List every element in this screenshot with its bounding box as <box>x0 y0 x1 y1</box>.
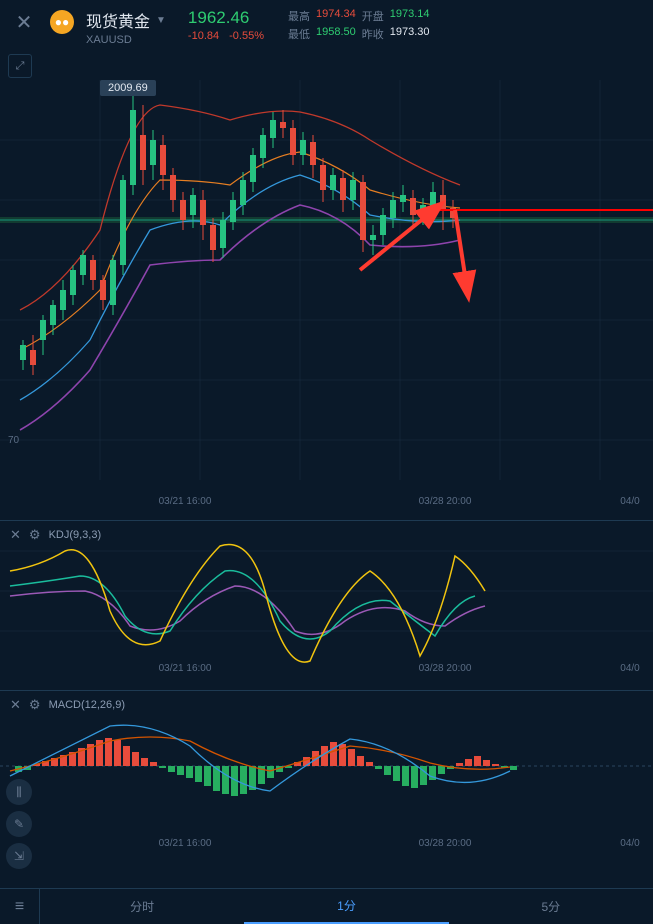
macd-chart[interactable]: ✕ ⚙ MACD(12,26,9) 03/21 16:00 03/28 20:00… <box>0 690 653 850</box>
y-marker: 70 <box>8 435 19 446</box>
close-button[interactable]: ✕ <box>10 8 38 36</box>
macd-settings-icon[interactable]: ⚙ <box>29 697 41 713</box>
instrument-code: XAUUSD <box>86 34 166 46</box>
fullscreen-button[interactable]: ⤢ <box>8 54 32 78</box>
stat-open: 1973.14 <box>390 8 430 24</box>
stat-low-label: 最低 <box>288 26 310 42</box>
svg-text:04/0: 04/0 <box>620 663 640 674</box>
timeframe-tab[interactable]: 分时 <box>40 889 244 924</box>
kdj-settings-icon[interactable]: ⚙ <box>29 527 41 543</box>
price-tag: 2009.69 <box>100 80 156 96</box>
stat-low: 1958.50 <box>316 26 356 42</box>
svg-text:03/21 16:00: 03/21 16:00 <box>159 838 212 849</box>
stat-prev-label: 昨收 <box>362 26 384 42</box>
instrument-title[interactable]: 现货黄金 <box>86 8 150 32</box>
timeframe-tab[interactable]: 1分 <box>244 889 448 924</box>
svg-text:03/28 20:00: 03/28 20:00 <box>419 663 472 674</box>
macd-close[interactable]: ✕ <box>10 697 21 713</box>
current-price: 1962.46 <box>188 8 264 28</box>
change-pct: -0.55% <box>229 30 264 42</box>
svg-text:03/28 20:00: 03/28 20:00 <box>419 838 472 849</box>
stat-high: 1974.34 <box>316 8 356 24</box>
stat-prev: 1973.30 <box>390 26 430 42</box>
kdj-chart[interactable]: ✕ ⚙ KDJ(9,3,3) 03/21 16:00 03/28 20:00 04/… <box>0 520 653 675</box>
timeframe-menu-icon[interactable]: ≡ <box>0 889 40 924</box>
instrument-icon: ●● <box>50 10 74 34</box>
collapse-button[interactable]: ⇲ <box>6 843 32 869</box>
svg-text:04/0: 04/0 <box>620 496 640 507</box>
timeframe-tab[interactable]: 5分 <box>449 889 653 924</box>
kdj-label: KDJ(9,3,3) <box>49 529 102 541</box>
indicator-button[interactable]: ⫼ <box>6 779 32 805</box>
chevron-down-icon[interactable]: ▼ <box>156 15 166 26</box>
svg-text:03/28 20:00: 03/28 20:00 <box>419 496 472 507</box>
stat-high-label: 最高 <box>288 8 310 24</box>
svg-text:03/21 16:00: 03/21 16:00 <box>159 663 212 674</box>
kdj-close[interactable]: ✕ <box>10 527 21 543</box>
stat-open-label: 开盘 <box>362 8 384 24</box>
macd-label: MACD(12,26,9) <box>49 699 125 711</box>
main-chart[interactable]: 2009.69 03/21 16:00 03/28 20:00 04/0 70 <box>0 80 653 510</box>
change-abs: -10.84 <box>188 30 219 42</box>
draw-button[interactable]: ✎ <box>6 811 32 837</box>
svg-text:04/0: 04/0 <box>620 838 640 849</box>
svg-text:03/21 16:00: 03/21 16:00 <box>159 496 212 507</box>
